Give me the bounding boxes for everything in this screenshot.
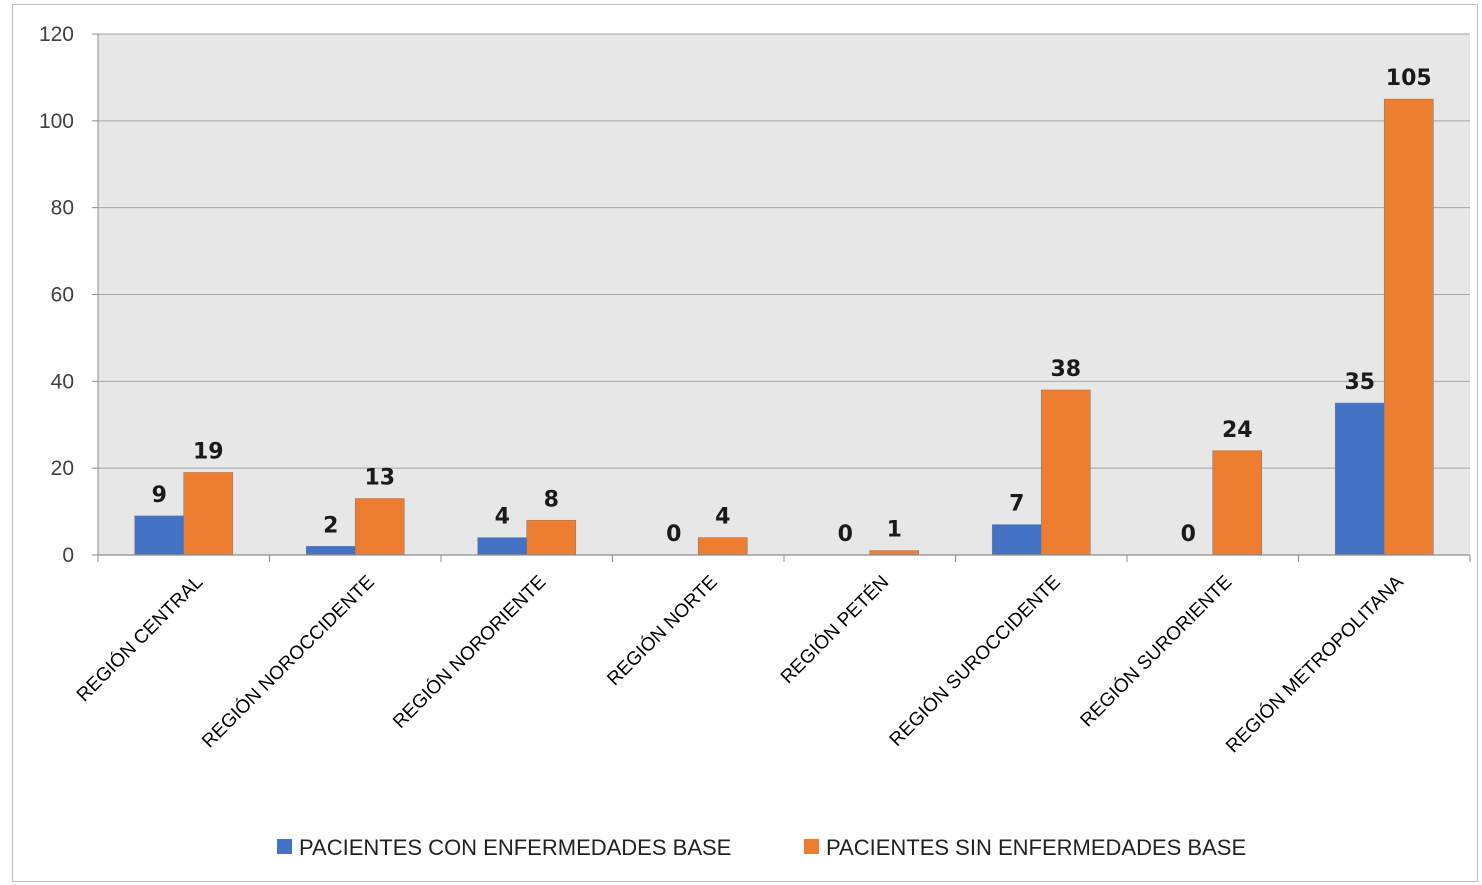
gridlines: [98, 33, 1470, 556]
legend-swatch: [277, 839, 292, 854]
data-label: 35: [1344, 370, 1375, 395]
data-label: 0: [1181, 522, 1196, 547]
data-label: 105: [1386, 66, 1432, 91]
y-tick-label: 40: [51, 370, 74, 393]
bar: [1040, 389, 1091, 556]
bar: [1383, 98, 1434, 556]
legend: PACIENTES CON ENFERMEDADES BASE PACIENTES…: [277, 835, 1246, 860]
data-label: 0: [666, 522, 681, 547]
y-tick-label: 120: [39, 23, 74, 46]
y-tick-label: 20: [51, 457, 74, 480]
y-tick-label: 80: [51, 197, 74, 220]
category-label: REGIÓN NOROCCIDENTE: [198, 571, 379, 752]
category-label: REGIÓN SURORIENTE: [1076, 571, 1236, 731]
y-tick-label: 100: [39, 110, 74, 133]
bar: [183, 472, 234, 556]
data-label: 4: [715, 505, 730, 530]
y-tick-label: 60: [51, 284, 74, 307]
data-label: 7: [1009, 492, 1024, 517]
bar: [1334, 402, 1385, 556]
category-label: REGIÓN NORTE: [603, 571, 722, 690]
legend-swatch: [804, 839, 819, 854]
data-label: 19: [193, 440, 224, 465]
bar: [697, 537, 748, 556]
data-label: 13: [364, 466, 395, 491]
data-label: 24: [1222, 418, 1253, 443]
legend-label: PACIENTES SIN ENFERMEDADES BASE: [826, 835, 1246, 860]
y-tick-label: 0: [62, 544, 74, 567]
data-label: 2: [323, 513, 338, 538]
data-label: 8: [544, 487, 559, 512]
bar: [1212, 450, 1263, 556]
category-label: REGIÓN NORORIENTE: [388, 571, 550, 733]
category-label: REGIÓN CENTRAL: [72, 571, 207, 706]
category-label: REGIÓN METROPOLITANA: [1222, 571, 1408, 757]
category-label: REGIÓN PETÉN: [776, 571, 893, 688]
data-label: 0: [838, 522, 853, 547]
bar: [869, 550, 920, 556]
bars: [134, 98, 1434, 556]
data-label: 4: [495, 505, 510, 530]
bar: [991, 524, 1042, 556]
bar: [477, 537, 528, 556]
category-label: REGIÓN SUROCCIDENTE: [885, 571, 1065, 751]
data-label: 9: [152, 483, 167, 508]
bar: [354, 498, 405, 556]
bar: [134, 515, 185, 556]
bar: [305, 546, 356, 556]
legend-label: PACIENTES CON ENFERMEDADES BASE: [299, 835, 731, 860]
bar: [526, 519, 577, 556]
data-label: 1: [887, 518, 902, 543]
data-label: 38: [1050, 357, 1081, 382]
